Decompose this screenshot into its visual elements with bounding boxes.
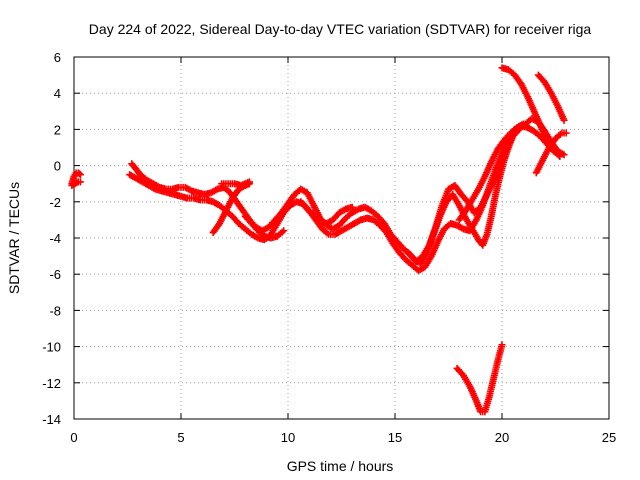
data-point xyxy=(554,151,562,159)
series-track xyxy=(404,125,521,267)
y-tick-label: 6 xyxy=(54,50,61,65)
x-axis-label: GPS time / hours xyxy=(287,458,394,474)
data-point xyxy=(75,170,83,178)
series-track xyxy=(68,178,84,190)
series-track xyxy=(68,169,84,188)
y-tick-label: -2 xyxy=(49,195,61,210)
data-point xyxy=(556,153,564,161)
x-tick-label: 20 xyxy=(495,430,509,445)
data-marks xyxy=(68,64,570,416)
grid-lines xyxy=(74,57,609,419)
y-tick-label: 4 xyxy=(54,86,61,101)
data-point xyxy=(280,227,288,235)
data-point xyxy=(560,116,568,124)
data-point xyxy=(245,178,253,186)
data-point xyxy=(519,120,527,128)
data-point xyxy=(498,341,506,349)
x-tick-label: 0 xyxy=(70,430,77,445)
y-tick-label: -10 xyxy=(42,340,61,355)
series-track xyxy=(453,341,506,416)
series-track xyxy=(532,129,570,177)
data-point xyxy=(348,203,356,211)
x-tick-label: 5 xyxy=(177,430,184,445)
chart-title: Day 224 of 2022, Sidereal Day-to-day VTE… xyxy=(89,21,592,37)
axis-ticks: 0 5 10 15 20 25 -14 -12 -10 -8 -6 -4 -2 0 2 4 6 xyxy=(42,50,616,445)
y-axis-label: SDTVAR / TECUs xyxy=(6,182,22,294)
series-track xyxy=(218,178,253,190)
y-tick-label: -6 xyxy=(49,267,61,282)
y-tick-label: -4 xyxy=(49,231,61,246)
y-tick-label: -14 xyxy=(42,412,61,427)
x-tick-label: 10 xyxy=(281,430,295,445)
series-track xyxy=(297,198,356,228)
series-track xyxy=(455,120,527,224)
series-track xyxy=(241,212,288,242)
y-tick-label: 2 xyxy=(54,122,61,137)
data-point xyxy=(76,171,84,179)
data-point xyxy=(76,178,84,186)
series-track xyxy=(534,71,568,124)
x-tick-label: 25 xyxy=(602,430,616,445)
data-point xyxy=(562,129,570,137)
y-tick-label: 0 xyxy=(54,159,61,174)
x-tick-label: 15 xyxy=(388,430,402,445)
y-tick-label: -12 xyxy=(42,376,61,391)
y-tick-label: -8 xyxy=(49,303,61,318)
